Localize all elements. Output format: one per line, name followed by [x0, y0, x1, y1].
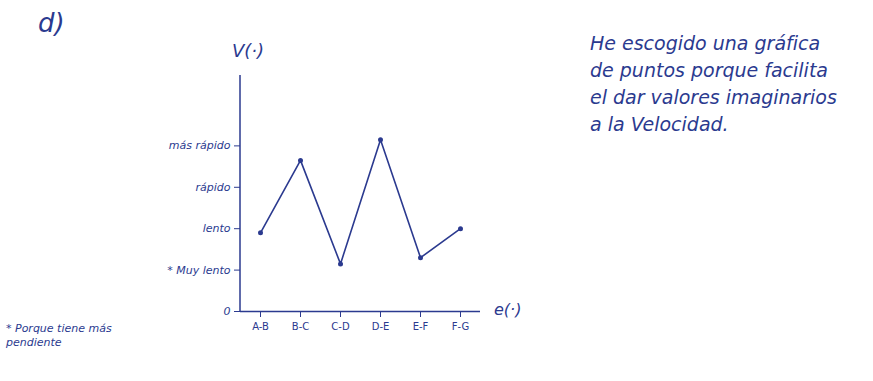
- html-text:V(·): V(·): [232, 40, 265, 61]
- svg-text:D-E: D-E: [372, 321, 390, 332]
- html-text:* Porque tiene más pendiente: * Porque tiene más pendiente: [6, 322, 112, 349]
- html-text:He escogido una gráfica de pun: He escogido una gráfica de puntos porque…: [590, 32, 837, 135]
- svg-text:lento: lento: [203, 222, 231, 235]
- svg-text:E-F: E-F: [413, 321, 429, 332]
- svg-text:C-D: C-D: [331, 321, 350, 332]
- svg-text:* Muy lento: * Muy lento: [167, 264, 231, 277]
- svg-text:A-B: A-B: [252, 321, 269, 332]
- html-text:e(·): e(·): [494, 300, 522, 319]
- html-text:d): d): [38, 8, 65, 38]
- svg-text:B-C: B-C: [292, 321, 309, 332]
- svg-text:rápido: rápido: [195, 181, 230, 194]
- svg-text:0: 0: [224, 305, 231, 318]
- svg-text:F-G: F-G: [452, 321, 469, 332]
- svg-text:más rápido: más rápido: [169, 139, 231, 152]
